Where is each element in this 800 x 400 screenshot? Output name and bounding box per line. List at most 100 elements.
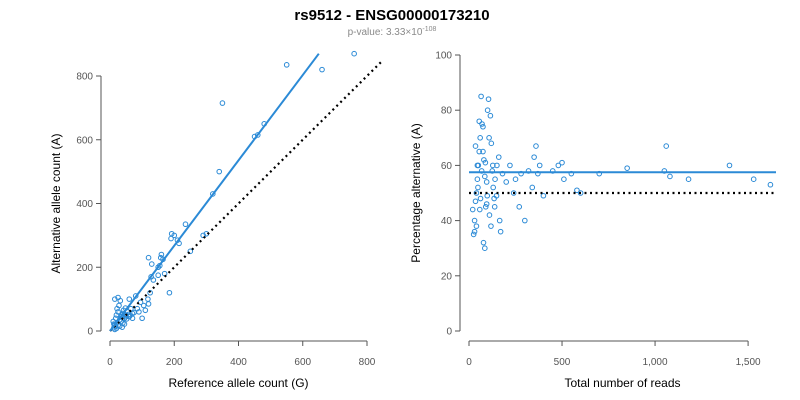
- data-point: [171, 232, 178, 239]
- data-point: [351, 50, 357, 57]
- data-point: [663, 143, 670, 149]
- data-point: [531, 154, 537, 160]
- data-point: [140, 302, 147, 309]
- data-point: [476, 118, 483, 125]
- data-point: [210, 191, 216, 197]
- x-tick-label: 200: [166, 357, 183, 368]
- data-point: [477, 195, 484, 202]
- data-point: [319, 66, 325, 73]
- data-point: [490, 162, 496, 169]
- reference-line: [109, 59, 384, 332]
- data-point: [481, 157, 487, 163]
- data-point: [488, 223, 494, 229]
- data-point: [472, 198, 479, 205]
- data-point: [486, 212, 493, 218]
- data-point: [624, 165, 630, 171]
- data-point: [113, 312, 120, 318]
- data-point: [187, 248, 194, 255]
- data-point: [478, 93, 484, 100]
- data-point: [166, 289, 173, 296]
- data-point: [147, 289, 153, 296]
- data-point: [494, 162, 500, 169]
- data-point: [482, 204, 489, 210]
- data-point: [134, 305, 141, 312]
- data-point: [536, 162, 543, 169]
- data-point: [254, 132, 261, 138]
- data-point: [482, 245, 488, 251]
- data-point: [121, 321, 128, 327]
- y-tick-label: 600: [76, 135, 93, 146]
- data-point: [482, 159, 489, 166]
- data-point: [155, 264, 161, 271]
- data-point: [577, 190, 584, 196]
- data-point: [473, 190, 480, 196]
- data-point: [491, 204, 498, 210]
- data-point: [767, 181, 774, 188]
- data-point: [488, 140, 495, 147]
- data-point: [484, 107, 491, 113]
- y-tick-label: 0: [446, 327, 452, 338]
- data-point: [137, 299, 144, 306]
- data-point: [483, 179, 490, 185]
- y-axis-label: Percentage alternative (A): [409, 123, 423, 262]
- data-point: [476, 148, 483, 155]
- data-point: [474, 162, 481, 169]
- data-point: [487, 112, 494, 119]
- y-tick-label: 80: [441, 106, 453, 117]
- x-tick-label: 1,500: [736, 357, 761, 368]
- scatter-panel-percentage: 0 20 40 60 80 100 0 500 1,000 1,500 Total number o…: [409, 51, 776, 390]
- data-point: [484, 192, 491, 199]
- y-tick-label: 100: [435, 51, 452, 62]
- data-point: [283, 62, 290, 68]
- data-point: [118, 312, 125, 318]
- x-axis-label: Reference allele count (G): [168, 376, 308, 390]
- data-point: [496, 217, 503, 224]
- data-point: [158, 251, 165, 258]
- data-point: [483, 201, 490, 207]
- data-point: [482, 173, 488, 180]
- data-point: [512, 176, 519, 182]
- y-tick-label: 400: [76, 199, 93, 210]
- data-point: [182, 221, 189, 228]
- data-point: [126, 296, 133, 302]
- data-point: [471, 217, 478, 224]
- x-axis-label: Total number of reads: [564, 376, 680, 390]
- p-value-prefix: p-value: 3.33×10: [348, 27, 423, 38]
- data-point: [115, 309, 121, 315]
- data-point: [469, 206, 476, 213]
- y-tick-label: 40: [441, 216, 453, 227]
- data-point: [113, 325, 120, 332]
- y-tick-label: 20: [441, 271, 453, 282]
- data-point: [145, 301, 152, 307]
- data-point: [479, 121, 485, 127]
- x-tick-label: 800: [359, 357, 376, 368]
- data-point: [161, 270, 168, 277]
- data-point: [685, 176, 692, 182]
- data-point: [471, 228, 478, 235]
- x-tick-label: 600: [294, 357, 311, 368]
- data-point: [470, 231, 477, 238]
- p-value-label: p-value: 3.33×10-108: [348, 26, 437, 38]
- data-point: [667, 173, 673, 180]
- data-point: [492, 176, 498, 182]
- data-point: [490, 184, 496, 191]
- data-point: [495, 154, 502, 160]
- x-tick-label: 500: [554, 357, 571, 368]
- x-tick-label: 400: [230, 357, 247, 368]
- data-point: [139, 315, 145, 322]
- data-point: [480, 148, 486, 155]
- data-point: [486, 135, 492, 141]
- data-point: [476, 206, 483, 213]
- data-point: [472, 143, 479, 149]
- y-axis-label: Alternative allele count (A): [49, 133, 63, 273]
- data-point: [112, 296, 118, 302]
- data-point: [480, 123, 486, 130]
- y-tick-label: 200: [76, 263, 93, 274]
- y-tick-label: 0: [87, 327, 93, 338]
- data-point: [148, 261, 155, 267]
- data-point: [561, 176, 567, 182]
- data-point: [216, 168, 223, 175]
- data-point: [529, 184, 536, 191]
